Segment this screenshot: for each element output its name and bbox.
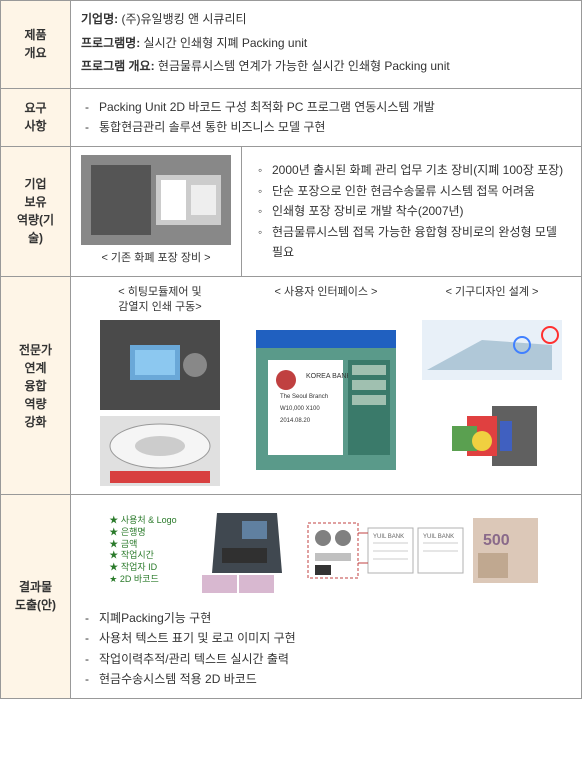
- svg-text:The Seoul Branch: The Seoul Branch: [280, 394, 328, 400]
- list-item: Packing Unit 2D 바코드 구성 최적화 PC 프로그램 연동시스템…: [85, 97, 571, 117]
- overview-value: 현금물류시스템 연계가 가능한 실시간 인쇄형 Packing unit: [158, 59, 450, 73]
- company-value: (주)유일뱅킹 앤 시큐리티: [121, 12, 246, 26]
- tag-item: ★ 사용처 & Logo: [109, 515, 176, 527]
- output-diagram: YUIL BANK YUIL BANK 500: [303, 503, 543, 598]
- expert-caption-3: < 기구디자인 설계 >: [413, 285, 571, 299]
- packing-machine-render: [187, 503, 297, 598]
- label-result: 결과물 도출(안): [1, 494, 71, 698]
- row-expert: 전문가 연계 융합 역량 강화 < 히팅모듈제어 및 감열지 인쇄 구동>: [1, 277, 582, 495]
- row-product-overview: 제품 개요 기업명: (주)유일뱅킹 앤 시큐리티 프로그램명: 실시간 인쇄형…: [1, 1, 582, 89]
- label-expert: 전문가 연계 융합 역량 강화: [1, 277, 71, 495]
- company-label: 기업명:: [81, 12, 118, 26]
- list-item: 지폐Packing기능 구현: [85, 608, 571, 628]
- tag-item: ★ 작업시간: [109, 550, 176, 562]
- requirements-list: Packing Unit 2D 바코드 구성 최적화 PC 프로그램 연동시스템…: [81, 97, 571, 138]
- label-capability: 기업 보유 역량(기술): [1, 146, 71, 277]
- expert-columns: < 히팅모듈제어 및 감열지 인쇄 구동> <: [81, 285, 571, 486]
- expert-col-2: < 사용자 인터페이스 > KOREA BANK The Seoul Branc…: [247, 285, 405, 486]
- list-item: 2000년 출시된 화폐 관리 업무 기초 장비(지폐 100장 포장): [256, 160, 571, 180]
- company-line: 기업명: (주)유일뱅킹 앤 시큐리티: [81, 9, 571, 31]
- equipment-caption: < 기존 화폐 포장 장비 >: [81, 249, 231, 269]
- row-capability: 기업 보유 역량(기술) < 기존 화폐 포장 장비 > 2000년 출시된 화…: [1, 146, 582, 277]
- expert-col-3: < 기구디자인 설계 >: [413, 285, 571, 486]
- svg-text:2014.08.20: 2014.08.20: [280, 418, 311, 424]
- capability-list: 2000년 출시된 화폐 관리 업무 기초 장비(지폐 100장 포장) 단순 …: [252, 160, 571, 262]
- design-render-bottom: [432, 386, 552, 486]
- list-item: 현금물류시스템 접목 가능한 융합형 장비로의 완성형 모델 필요: [256, 222, 571, 263]
- capability-list-cell: 2000년 출시된 화폐 관리 업무 기초 장비(지폐 100장 포장) 단순 …: [242, 146, 582, 277]
- list-item: 인쇄형 포장 장비로 개발 착수(2007년): [256, 201, 571, 221]
- expert-caption-1: < 히팅모듈제어 및 감열지 인쇄 구동>: [81, 285, 239, 314]
- content-expert: < 히팅모듈제어 및 감열지 인쇄 구동> <: [71, 277, 582, 495]
- equipment-photo: [81, 155, 231, 245]
- list-item: 사용처 텍스트 표기 및 로고 이미지 구현: [85, 628, 571, 648]
- list-item: 단순 포장으로 인한 현금수송물류 시스템 접목 어려움: [256, 181, 571, 201]
- content-requirements: Packing Unit 2D 바코드 구성 최적화 PC 프로그램 연동시스템…: [71, 88, 582, 146]
- program-line: 프로그램명: 실시간 인쇄형 지폐 Packing unit: [81, 33, 571, 55]
- svg-text:500: 500: [483, 532, 510, 549]
- list-item: 현금수송시스템 적용 2D 바코드: [85, 669, 571, 689]
- svg-text:YUIL BANK: YUIL BANK: [373, 534, 404, 540]
- design-render-top: [422, 320, 562, 380]
- tag-item: ★ 작업자 ID: [109, 562, 176, 574]
- result-tags: ★ 사용처 & Logo ★ 은행명 ★ 금액 ★ 작업시간 ★ 작업자 ID …: [109, 515, 176, 585]
- spec-table: 제품 개요 기업명: (주)유일뱅킹 앤 시큐리티 프로그램명: 실시간 인쇄형…: [0, 0, 582, 699]
- tag-item: ★ 은행명: [109, 527, 176, 539]
- content-result: ★ 사용처 & Logo ★ 은행명 ★ 금액 ★ 작업시간 ★ 작업자 ID …: [71, 494, 582, 698]
- capability-image-cell: < 기존 화폐 포장 장비 >: [71, 146, 242, 277]
- tape-photo: [100, 416, 220, 486]
- expert-col-1: < 히팅모듈제어 및 감열지 인쇄 구동>: [81, 285, 239, 486]
- result-list: 지폐Packing기능 구현 사용처 텍스트 표기 및 로고 이미지 구현 작업…: [81, 608, 571, 690]
- result-images: ★ 사용처 & Logo ★ 은행명 ★ 금액 ★ 작업시간 ★ 작업자 ID …: [81, 503, 571, 598]
- list-item: 작업이력추적/관리 텍스트 실시간 출력: [85, 649, 571, 669]
- expert-caption-2: < 사용자 인터페이스 >: [247, 285, 405, 299]
- row-requirements: 요구 사항 Packing Unit 2D 바코드 구성 최적화 PC 프로그램…: [1, 88, 582, 146]
- row-result: 결과물 도출(안) ★ 사용처 & Logo ★ 은행명 ★ 금액 ★ 작업시간…: [1, 494, 582, 698]
- svg-text:W10,000 X100: W10,000 X100: [280, 406, 320, 412]
- label-requirements: 요구 사항: [1, 88, 71, 146]
- svg-text:YUIL BANK: YUIL BANK: [423, 534, 454, 540]
- tag-item: ★ 금액: [109, 539, 176, 551]
- list-item: 통합현금관리 솔루션 통한 비즈니스 모델 구현: [85, 117, 571, 137]
- overview-line: 프로그램 개요: 현금물류시스템 연계가 가능한 실시간 인쇄형 Packing…: [81, 56, 571, 78]
- ui-screenshot: KOREA BANK The Seoul Branch W10,000 X100…: [256, 330, 396, 470]
- overview-label: 프로그램 개요:: [81, 59, 155, 73]
- content-product-overview: 기업명: (주)유일뱅킹 앤 시큐리티 프로그램명: 실시간 인쇄형 지폐 Pa…: [71, 1, 582, 89]
- program-label: 프로그램명:: [81, 36, 140, 50]
- label-product-overview: 제품 개요: [1, 1, 71, 89]
- program-value: 실시간 인쇄형 지폐 Packing unit: [144, 36, 308, 50]
- heating-module-photo: [100, 320, 220, 410]
- svg-text:KOREA BANK: KOREA BANK: [306, 373, 351, 380]
- tag-item: ★ 2D 바코드: [109, 574, 176, 586]
